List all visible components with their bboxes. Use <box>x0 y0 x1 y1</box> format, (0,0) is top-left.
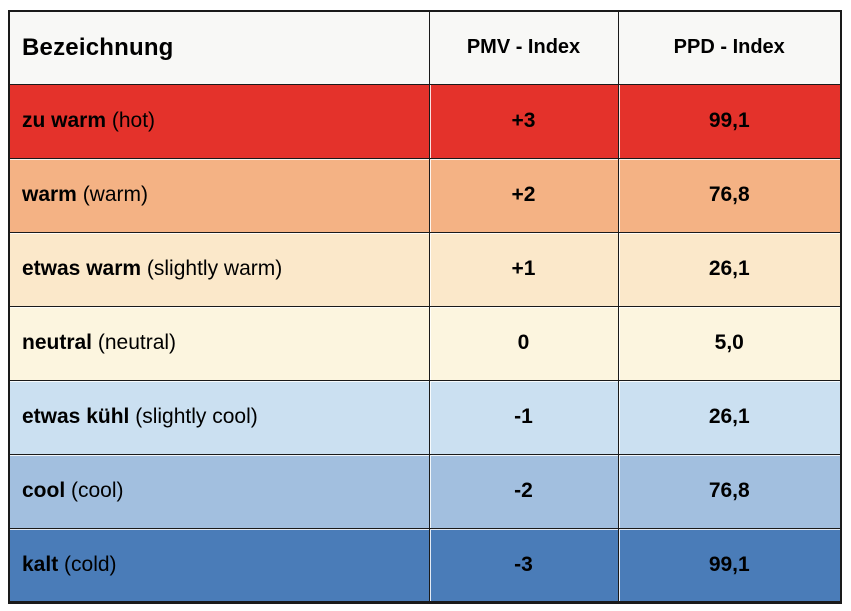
column-header-pmv-index: PMV - Index <box>428 10 619 85</box>
table-row: etwas kühl (slightly cool) -1 26,1 <box>8 379 842 455</box>
row-label-cell: etwas warm (slightly warm) <box>8 231 430 307</box>
term-english: (slightly warm) <box>141 257 283 280</box>
term-german: etwas warm <box>22 257 142 280</box>
row-label-cell: neutral (neutral) <box>8 305 430 381</box>
term-english: (slightly cool) <box>129 405 258 428</box>
pmv-value-cell: +3 <box>428 83 619 159</box>
pmv-value-cell: -3 <box>428 527 619 603</box>
term-english: (cool) <box>65 479 124 502</box>
term-german: kalt <box>22 552 59 576</box>
table-row: etwas warm (slightly warm) +1 26,1 <box>8 231 842 307</box>
ppd-value-cell: 76,8 <box>617 157 842 233</box>
term-german: warm <box>22 183 77 206</box>
term-german: etwas kühl <box>22 405 130 428</box>
ppd-value-cell: 99,1 <box>617 83 842 159</box>
table-row: neutral (neutral) 0 5,0 <box>8 305 842 381</box>
ppd-value-cell: 76,8 <box>617 453 842 529</box>
ppd-value-cell: 26,1 <box>617 231 842 307</box>
term-german: cool <box>22 479 66 502</box>
term-english: (neutral) <box>92 331 177 354</box>
pmv-value-cell: -2 <box>428 453 619 529</box>
column-header-bezeichnung: Bezeichnung <box>8 10 430 85</box>
table-row: kalt (cold) -3 99,1 <box>8 527 842 603</box>
table-row: warm (warm) +2 76,8 <box>8 157 842 233</box>
table-row: cool (cool) -2 76,8 <box>8 453 842 529</box>
column-header-ppd-index: PPD - Index <box>617 10 842 85</box>
table-body: zu warm (hot) +3 99,1 warm (warm) +2 76,8 etwa… <box>8 83 842 603</box>
term-german: zu warm <box>22 109 107 132</box>
term-german: neutral <box>22 331 93 354</box>
row-label-cell: zu warm (hot) <box>8 83 430 159</box>
ppd-value-cell: 99,1 <box>617 527 842 603</box>
term-english: (cold) <box>58 552 117 576</box>
pmv-value-cell: +1 <box>428 231 619 307</box>
ppd-value-cell: 5,0 <box>617 305 842 381</box>
row-label-cell: warm (warm) <box>8 157 430 233</box>
row-label-cell: etwas kühl (slightly cool) <box>8 379 430 455</box>
term-english: (warm) <box>76 183 149 206</box>
ppd-value-cell: 26,1 <box>617 379 842 455</box>
pmv-value-cell: +2 <box>428 157 619 233</box>
table-row: zu warm (hot) +3 99,1 <box>8 83 842 159</box>
row-label-cell: kalt (cold) <box>8 527 430 603</box>
pmv-value-cell: -1 <box>428 379 619 455</box>
term-english: (hot) <box>106 109 156 132</box>
pmv-value-cell: 0 <box>428 305 619 381</box>
row-label-cell: cool (cool) <box>8 453 430 529</box>
pmv-ppd-table: Bezeichnung PMV - Index PPD - Index zu w… <box>8 10 842 604</box>
header-row: Bezeichnung PMV - Index PPD - Index <box>8 10 842 85</box>
